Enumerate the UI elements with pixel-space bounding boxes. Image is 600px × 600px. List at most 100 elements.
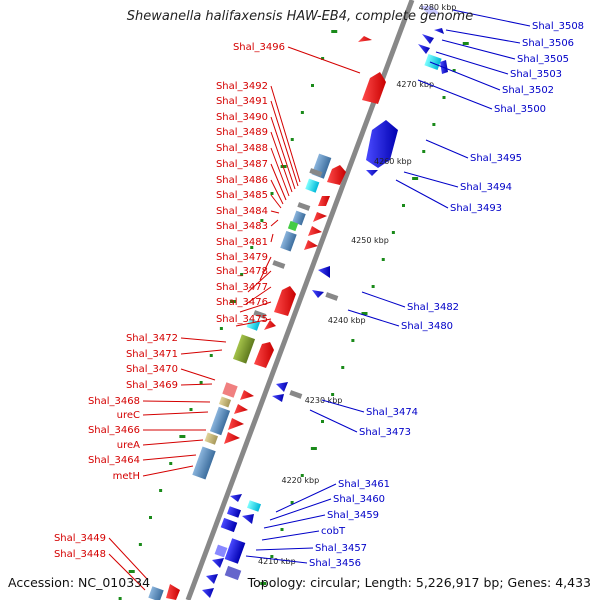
left-tick-track bbox=[118, 30, 338, 600]
tick-dot bbox=[118, 597, 122, 600]
leader-line bbox=[108, 537, 149, 581]
gene-Shal_3467 bbox=[218, 396, 232, 408]
gene-Shal_3503 bbox=[424, 53, 442, 71]
gene-label-right: Shal_3503 bbox=[510, 69, 562, 80]
scale-label: 4280 kbp bbox=[419, 3, 457, 12]
leader-line bbox=[261, 530, 320, 541]
leader-line bbox=[245, 555, 308, 564]
gene-label-left: ureA bbox=[117, 440, 140, 451]
gene-blue-extra-2 bbox=[206, 574, 218, 584]
tick-dot bbox=[412, 177, 419, 180]
tick-dot bbox=[230, 300, 236, 303]
gene-label-left: Shal_3483 bbox=[216, 221, 268, 232]
gene-label-left: Shal_3481 bbox=[216, 237, 268, 248]
tick-dot bbox=[280, 528, 284, 531]
gene-Shal_3463 bbox=[204, 432, 219, 445]
leader-line bbox=[270, 233, 274, 243]
gene-gray-5 bbox=[325, 292, 339, 301]
gene-label-left: Shal_3478 bbox=[216, 266, 268, 277]
leader-line bbox=[270, 147, 290, 197]
page-title: Shewanella halifaxensis HAW-EB4, complet… bbox=[126, 9, 474, 24]
tick-dot bbox=[402, 204, 405, 207]
leader-line bbox=[287, 46, 361, 74]
gene-label-right: Shal_3480 bbox=[401, 321, 453, 332]
gene-label-left: Shal_3468 bbox=[88, 396, 140, 407]
tick-dot bbox=[179, 435, 186, 438]
gene-blue-extra-1 bbox=[214, 544, 228, 558]
gene-label-right: Shal_3508 bbox=[532, 21, 584, 32]
tick-dot bbox=[128, 570, 135, 573]
leader-line bbox=[142, 439, 204, 446]
leader-line bbox=[142, 411, 209, 416]
right-tick-track bbox=[260, 42, 469, 585]
leader-line bbox=[180, 349, 223, 355]
gene-label-left: Shal_3488 bbox=[216, 143, 268, 154]
scale-label: 4250 kbp bbox=[351, 236, 389, 245]
leader-line bbox=[247, 270, 272, 293]
leader-line bbox=[435, 51, 509, 75]
gene-metH bbox=[192, 446, 216, 480]
gene-Shal_3494 bbox=[366, 170, 378, 176]
tick-dot bbox=[442, 96, 446, 99]
gene-label-left: Shal_3490 bbox=[216, 112, 268, 123]
leader-line bbox=[429, 61, 501, 91]
tick-dot bbox=[452, 69, 456, 72]
leader-line bbox=[259, 256, 272, 281]
gene-Shal_3488 bbox=[305, 178, 320, 193]
gene-label-right: Shal_3474 bbox=[366, 407, 418, 418]
scale-label: 4240 kbp bbox=[328, 316, 366, 325]
gene-label-right: Shal_3459 bbox=[327, 510, 379, 521]
tick-dot bbox=[290, 138, 294, 141]
leader-line bbox=[361, 291, 406, 308]
tick-dot bbox=[331, 30, 338, 33]
gene-Shal_3478 bbox=[280, 230, 297, 252]
gene-Shal_3465 bbox=[209, 406, 231, 436]
gene-Shal_3457 bbox=[242, 514, 254, 524]
tick-dot bbox=[422, 150, 426, 153]
leader-line bbox=[270, 85, 301, 183]
tick-dot bbox=[250, 246, 254, 249]
leader-line bbox=[347, 309, 400, 327]
leader-line bbox=[270, 131, 293, 193]
gene-label-left: Shal_3491 bbox=[216, 96, 268, 107]
tick-dot bbox=[159, 489, 163, 492]
gene-Shal_3495 bbox=[366, 120, 398, 168]
gene-label-left: Shal_3449 bbox=[54, 533, 106, 544]
leader-line bbox=[270, 116, 296, 190]
tick-dot bbox=[300, 111, 304, 114]
gene-label-right: Shal_3473 bbox=[359, 427, 411, 438]
gene-gray-3 bbox=[272, 260, 286, 269]
gene-Shal_3470 bbox=[222, 382, 238, 398]
forward-strand-features bbox=[148, 36, 386, 600]
leader-line bbox=[309, 409, 358, 433]
gene-Shal_3456 bbox=[224, 538, 246, 564]
gene-label-left: ureC bbox=[117, 410, 140, 421]
leader-line bbox=[425, 139, 469, 159]
tick-dot bbox=[260, 219, 264, 222]
tick-dot bbox=[300, 474, 304, 477]
tick-dot bbox=[310, 447, 317, 450]
leader-line bbox=[452, 9, 531, 27]
tick-dot bbox=[311, 84, 314, 87]
gene-Shal_3459 bbox=[226, 506, 242, 518]
leader-line bbox=[403, 171, 459, 188]
leader-line bbox=[417, 79, 493, 110]
tick-dot bbox=[341, 366, 345, 369]
tick-dot bbox=[290, 501, 294, 504]
gene-label-left: Shal_3477 bbox=[216, 282, 268, 293]
gene-label-left: Shal_3485 bbox=[216, 190, 268, 201]
leader-line bbox=[270, 100, 299, 187]
tick-dot bbox=[149, 516, 152, 519]
leader-line bbox=[270, 179, 284, 205]
leader-line bbox=[142, 400, 211, 403]
gene-label-right: Shal_3505 bbox=[517, 54, 569, 65]
tick-dot bbox=[321, 57, 325, 60]
gene-Shal_3479 bbox=[304, 240, 318, 250]
gene-gray-4 bbox=[253, 310, 267, 319]
tick-dot bbox=[270, 555, 274, 558]
gene-cobT bbox=[220, 517, 238, 533]
gene-label-right: Shal_3500 bbox=[494, 104, 546, 115]
gene-Shal_3473 bbox=[272, 394, 284, 402]
gene-Shal_3484 bbox=[318, 196, 330, 206]
